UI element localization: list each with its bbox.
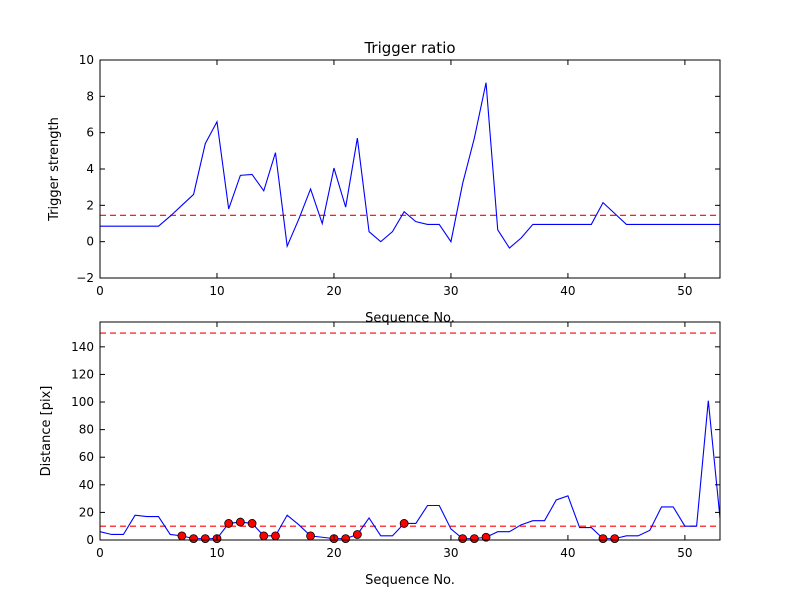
- x-tick-label: 0: [96, 546, 104, 560]
- x-tick-label: 20: [326, 284, 341, 298]
- y-tick-label: 40: [79, 478, 94, 492]
- chart-distance: 0 10 20 30 40 50 0 20 40 60 80 100 120 140 Sequence N…: [39, 321, 721, 588]
- data-point: [469, 534, 479, 544]
- x-tick-label: 10: [209, 546, 224, 560]
- plot-frame: [99, 321, 721, 541]
- y-tick-label: 10: [79, 53, 94, 67]
- x-tick-label: 20: [326, 546, 341, 560]
- data-point: [610, 534, 620, 544]
- data-point: [306, 531, 315, 541]
- x-tick-label: 50: [677, 546, 692, 560]
- x-tick-label: 30: [443, 284, 458, 298]
- y-tick-label: 0: [86, 533, 94, 547]
- y-tick-label: 120: [71, 367, 94, 381]
- data-point: [177, 531, 187, 541]
- data-point: [598, 534, 608, 544]
- chart-title: Trigger ratio: [363, 39, 455, 57]
- y-tick-label: −2: [76, 271, 94, 285]
- x-tick-label: 30: [443, 546, 458, 560]
- y-tick-label: 2: [86, 198, 94, 212]
- data-point: [481, 532, 491, 542]
- x-tick-label: 0: [96, 284, 104, 298]
- x-tick-label: 10: [209, 284, 224, 298]
- data-point: [259, 531, 269, 541]
- y-tick-label: 8: [86, 89, 94, 103]
- x-tick-label: 50: [677, 284, 692, 298]
- x-tick-label: 40: [560, 546, 575, 560]
- y-tick-label: 0: [86, 235, 94, 249]
- y-tick-label: 140: [71, 340, 94, 354]
- plot-area: 0 10 20 30 40 50 0 20 40 60 80 100 120 140: [71, 321, 721, 560]
- data-point: [235, 517, 245, 527]
- data-point: [200, 534, 210, 544]
- data-point: [247, 519, 257, 528]
- y-tick-label: 100: [71, 395, 94, 409]
- data-point: [399, 519, 409, 528]
- x-axis-label: Sequence No.: [365, 311, 455, 326]
- data-point: [189, 534, 198, 544]
- data-point: [271, 531, 280, 541]
- data-point: [458, 534, 468, 544]
- x-tick-label: 40: [560, 284, 575, 298]
- x-axis-label: Sequence No.: [365, 573, 455, 588]
- y-axis-label: Trigger strength: [47, 117, 62, 222]
- y-tick-label: 20: [79, 505, 94, 519]
- y-tick-label: 80: [79, 423, 94, 437]
- data-point: [352, 530, 362, 539]
- data-point: [224, 519, 234, 528]
- y-axis-label: Distance [pix]: [39, 386, 54, 477]
- data-point: [341, 534, 351, 544]
- y-tick-label: 6: [86, 126, 94, 140]
- y-tick-label: 4: [86, 162, 94, 176]
- y-tick-label: 60: [79, 450, 94, 464]
- series-line: [100, 82, 720, 249]
